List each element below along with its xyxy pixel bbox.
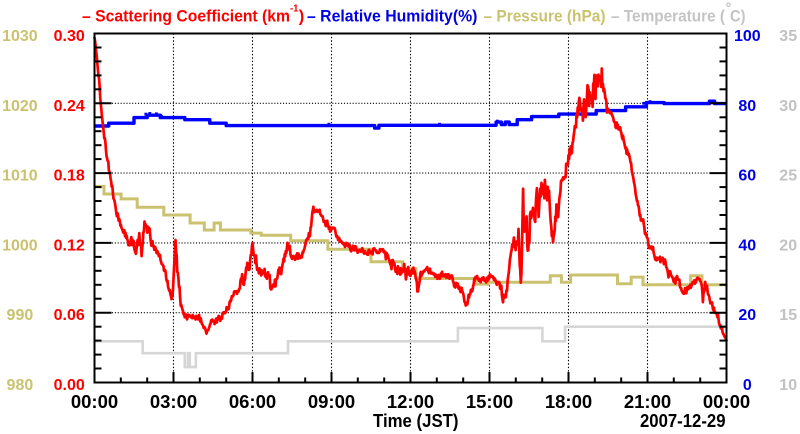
svg-text:1000: 1000 <box>2 237 38 254</box>
svg-text:03:00: 03:00 <box>150 391 197 412</box>
svg-text:80: 80 <box>738 98 756 115</box>
svg-text:0.18: 0.18 <box>54 168 85 185</box>
svg-text:40: 40 <box>738 237 756 254</box>
svg-text:20: 20 <box>738 307 756 324</box>
svg-text:35: 35 <box>779 28 797 45</box>
svg-text:06:00: 06:00 <box>229 391 276 412</box>
svg-text:00:00: 00:00 <box>71 391 118 412</box>
svg-text:15:00: 15:00 <box>466 391 513 412</box>
svg-text:0.24: 0.24 <box>54 98 85 115</box>
svg-text:10: 10 <box>779 377 797 394</box>
svg-text:100: 100 <box>734 28 761 45</box>
svg-text:Time (JST): Time (JST) <box>373 410 459 431</box>
svg-text:1030: 1030 <box>2 28 38 45</box>
svg-text:0.06: 0.06 <box>54 307 85 324</box>
svg-text:18:00: 18:00 <box>545 391 592 412</box>
svg-text:– Pressure (hPa): – Pressure (hPa) <box>484 8 606 26</box>
svg-text:09:00: 09:00 <box>308 391 355 412</box>
svg-text:2007-12-29: 2007-12-29 <box>640 410 726 431</box>
svg-text:0.00: 0.00 <box>54 377 85 394</box>
svg-text:): ) <box>299 8 305 26</box>
svg-text:15: 15 <box>779 307 797 324</box>
svg-text:– Scattering Coefficient (km: – Scattering Coefficient (km <box>82 8 290 26</box>
svg-text:21:00: 21:00 <box>624 391 671 412</box>
svg-text:1010: 1010 <box>2 168 38 185</box>
svg-text:0.30: 0.30 <box>54 28 85 45</box>
svg-text:990: 990 <box>7 307 34 324</box>
svg-text:– Temperature (: – Temperature ( <box>611 8 725 26</box>
svg-text:0.12: 0.12 <box>54 237 85 254</box>
svg-text:0: 0 <box>743 377 752 394</box>
svg-text:-1: -1 <box>290 3 299 15</box>
svg-text:30: 30 <box>779 98 797 115</box>
svg-text:60: 60 <box>738 168 756 185</box>
svg-text:20: 20 <box>779 237 797 254</box>
svg-text:1020: 1020 <box>2 98 38 115</box>
svg-text:980: 980 <box>7 377 34 394</box>
svg-text:00:00: 00:00 <box>703 391 750 412</box>
svg-text:C): C) <box>730 8 746 26</box>
svg-text:25: 25 <box>779 168 797 185</box>
svg-text:– Relative Humidity(%): – Relative Humidity(%) <box>307 8 477 26</box>
svg-text:12:00: 12:00 <box>387 391 434 412</box>
